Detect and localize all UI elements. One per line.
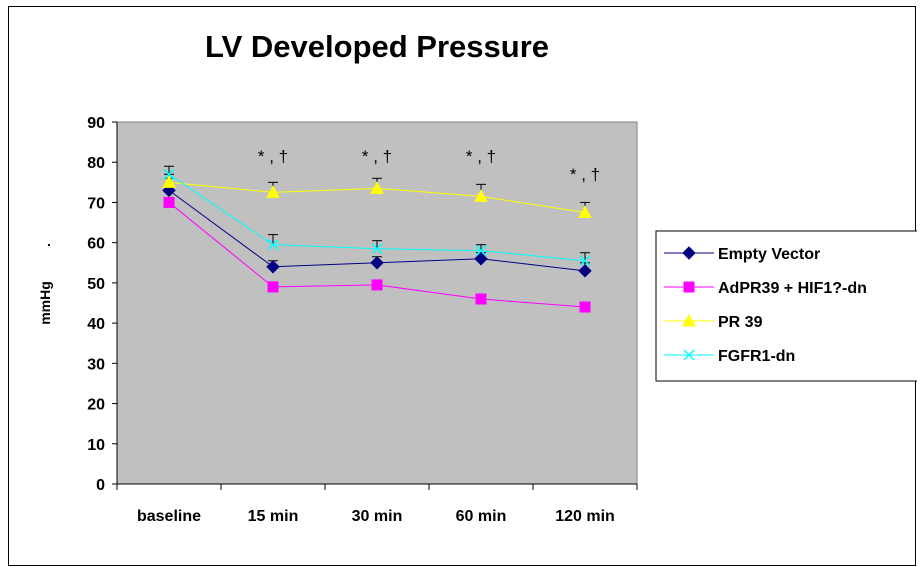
marker-stroke (371, 243, 383, 255)
y-axis-label: mmHg (37, 281, 53, 325)
line-chart: LV Developed Pressure 0 10 20 30 40 50 60 70 80 9… (37, 29, 917, 525)
series-0 (162, 177, 592, 278)
y-axis: 0 10 20 30 40 50 60 70 80 90 (87, 115, 118, 494)
plot-area (116, 121, 638, 485)
legend-label: PR 39 (718, 314, 763, 331)
data-point (370, 256, 384, 270)
data-point (267, 281, 279, 293)
x-tick-label: 60 min (456, 508, 507, 525)
y-tick-label: 40 (87, 316, 105, 333)
data-point (162, 175, 176, 188)
data-point (267, 239, 279, 251)
series-layer (162, 165, 592, 313)
marker-stroke (163, 168, 175, 180)
series-1 (163, 196, 591, 313)
marker-stroke (683, 349, 695, 361)
data-point (266, 260, 280, 274)
x-axis: baseline 15 min 30 min 60 min 120 min (116, 483, 638, 525)
legend-label: Empty Vector (718, 246, 820, 263)
x-tick-label: 15 min (248, 508, 299, 525)
legend-entry: AdPR39 + HIF1?-dn (664, 280, 867, 297)
data-point (579, 255, 591, 267)
legend: Empty Vector AdPR39 + HIF1?-dn PR 39 FGFR1-… (655, 230, 917, 382)
marker-stroke (267, 239, 279, 251)
marker-stroke (475, 245, 487, 257)
legend-marker (683, 349, 695, 361)
x-tick-label: 120 min (555, 508, 615, 525)
data-point (475, 245, 487, 257)
significance-mark: * , † (570, 165, 600, 184)
data-point (474, 189, 488, 202)
significance-mark: * , † (466, 147, 496, 166)
legend-marker (682, 313, 696, 327)
y-tick-label: 50 (87, 276, 105, 293)
y-tick-label: 70 (87, 195, 105, 212)
series-3 (163, 165, 591, 267)
y-tick-label: 60 (87, 236, 105, 253)
data-point (475, 293, 487, 305)
y-axis-mark: . (37, 243, 53, 247)
data-point (578, 264, 592, 278)
legend-label: FGFR1-dn (718, 348, 795, 365)
chart-frame: LV Developed Pressure 0 10 20 30 40 50 60 70 80 9… (8, 6, 917, 566)
series-2 (162, 173, 592, 218)
data-point (371, 243, 383, 255)
significance-mark: * , † (258, 147, 288, 166)
y-tick-label: 0 (96, 477, 105, 494)
x-tick-label: baseline (137, 508, 201, 525)
data-point (370, 181, 384, 194)
legend-marker (682, 246, 696, 260)
significance-mark: * , † (362, 147, 392, 166)
data-point (371, 279, 383, 291)
y-tick-label: 30 (87, 356, 105, 373)
legend-entry: Empty Vector (664, 246, 820, 263)
legend-entry: FGFR1-dn (664, 348, 795, 365)
legend-box (655, 230, 917, 382)
data-point (578, 205, 592, 218)
legend-marker (683, 281, 695, 293)
legend-entry: PR 39 (664, 313, 763, 331)
data-point (163, 196, 175, 208)
y-tick-label: 80 (87, 155, 105, 172)
data-point (266, 185, 280, 198)
chart-title: LV Developed Pressure (205, 29, 549, 64)
y-tick-label: 20 (87, 397, 105, 414)
y-tick-label: 10 (87, 437, 105, 454)
legend-label: AdPR39 + HIF1?-dn (718, 280, 867, 297)
significance-annotations: * , † * , † * , † * , † (258, 147, 600, 184)
y-tick-label: 90 (87, 115, 105, 132)
data-point (163, 168, 175, 180)
data-point (474, 252, 488, 266)
marker-stroke (579, 255, 591, 267)
x-tick-label: 30 min (352, 508, 403, 525)
data-point (579, 301, 591, 313)
